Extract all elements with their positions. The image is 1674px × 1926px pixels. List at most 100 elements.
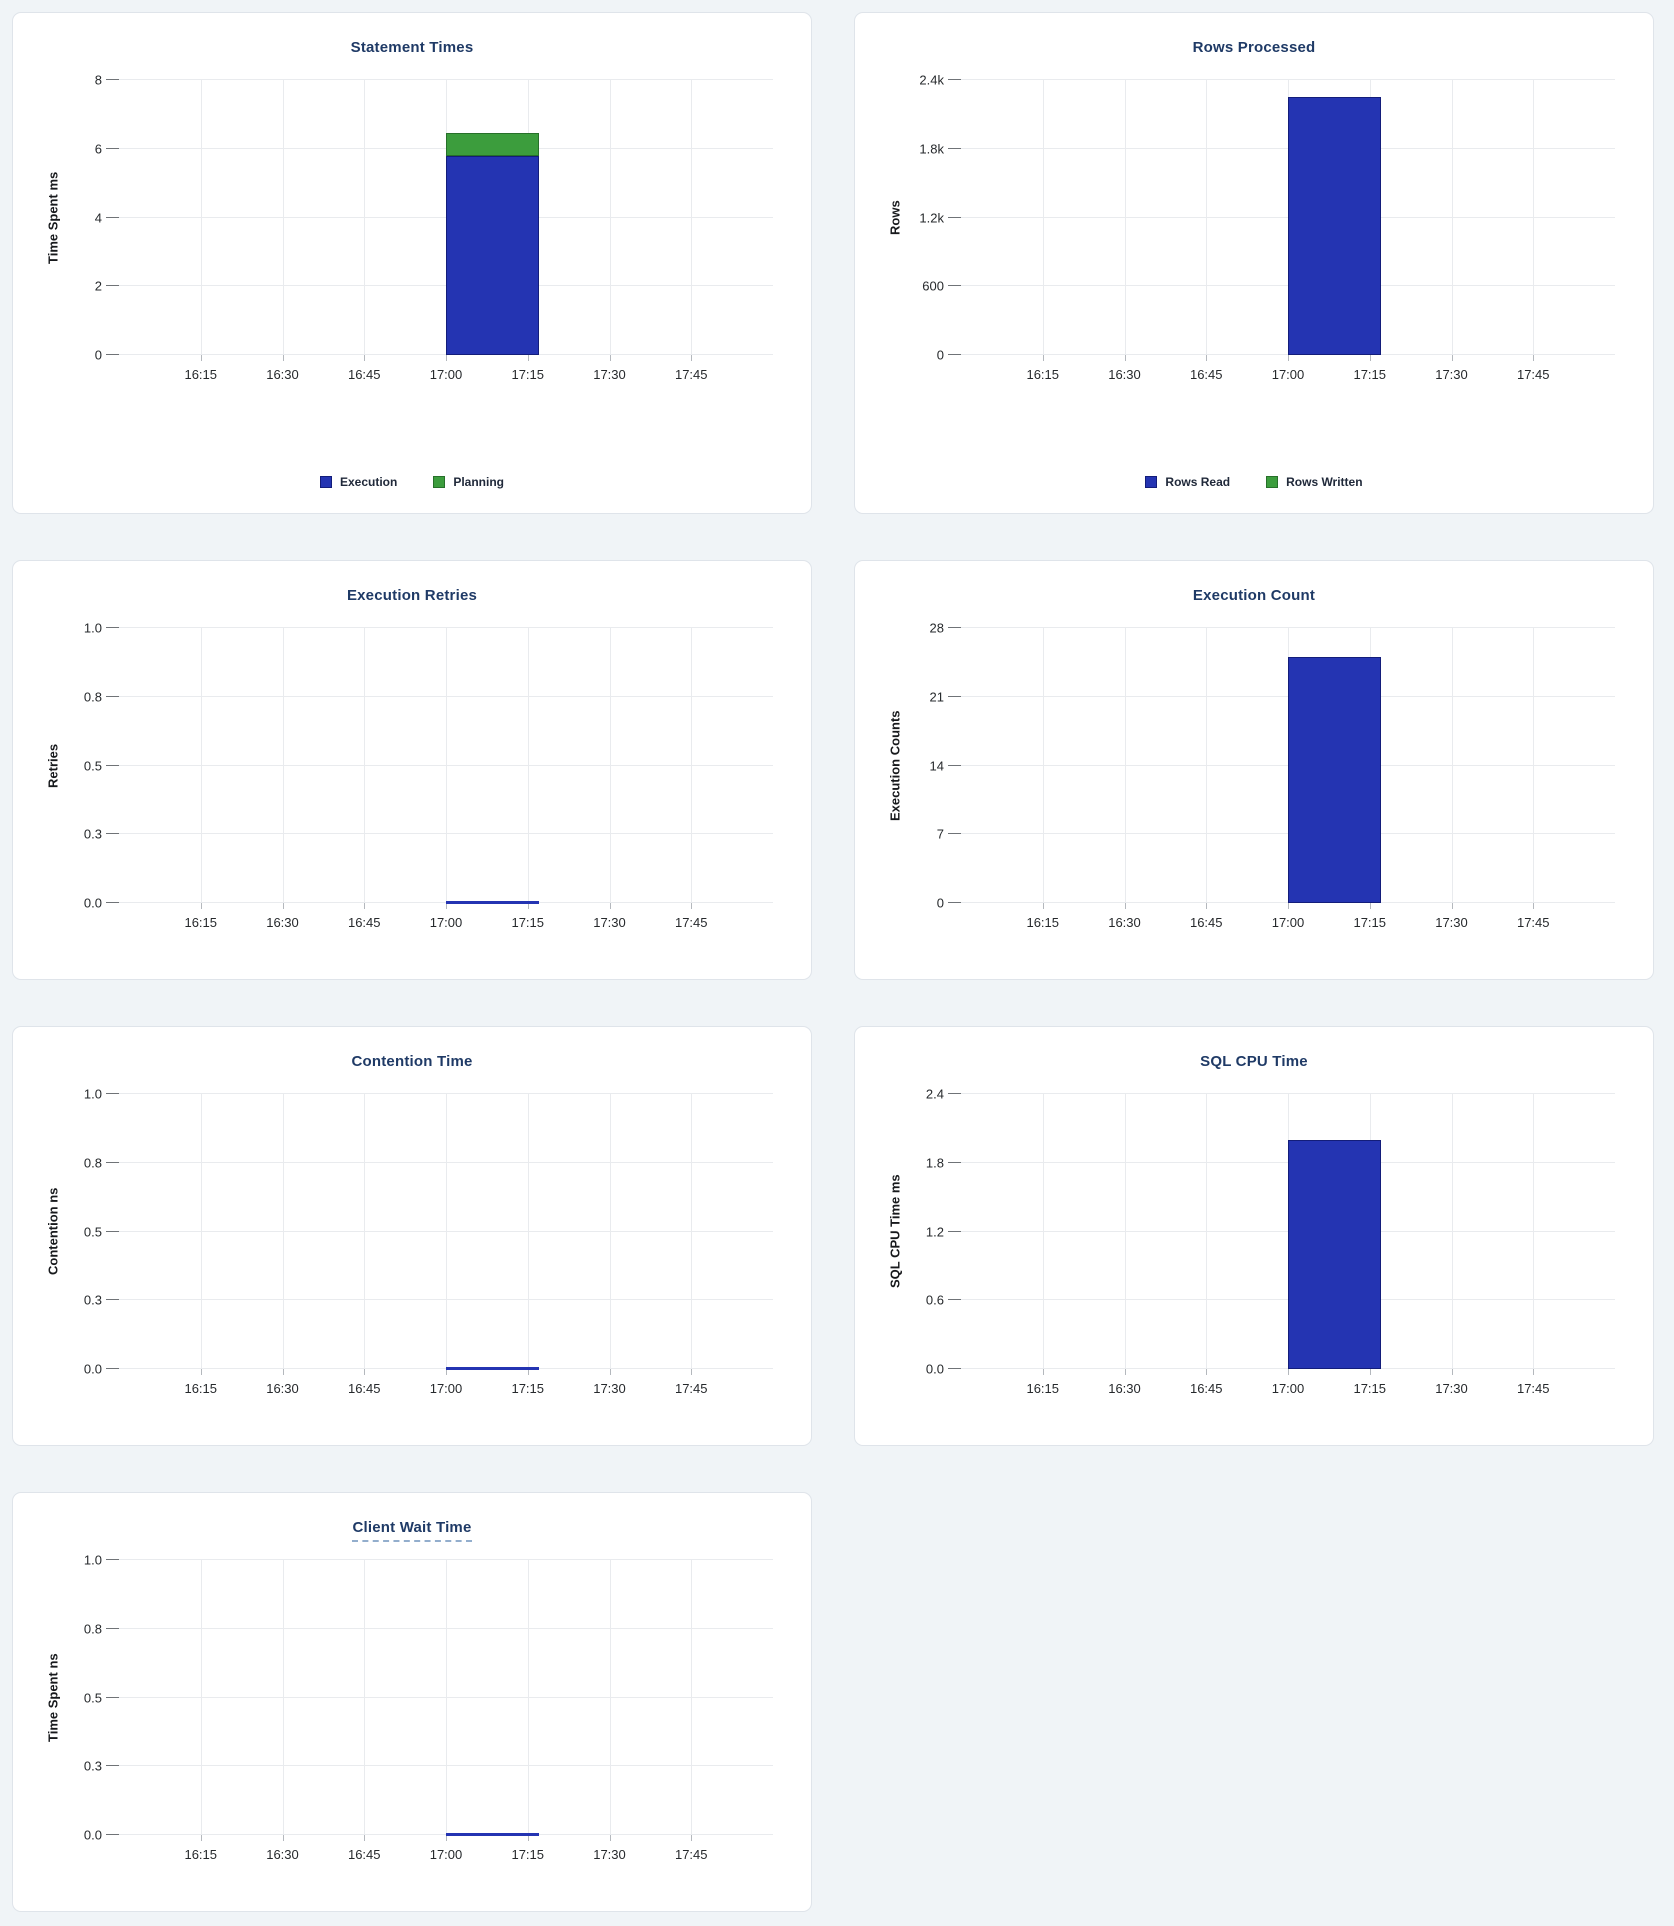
y-tick-label: 0.5 xyxy=(83,1690,102,1705)
x-tick-label: 16:15 xyxy=(1026,367,1060,382)
legend-label: Planning xyxy=(453,475,505,489)
y-tick-label: 0.0 xyxy=(925,1361,944,1377)
plot-area[interactable]: 0.0 0.3 0.5 0.8 1.0 16:15 16:30 16:45 17:00 17:15… xyxy=(84,621,773,930)
v-gridline xyxy=(527,1560,529,1841)
y-tick-label: 6 xyxy=(94,141,102,157)
x-tick-label: 17:15 xyxy=(1353,367,1387,382)
legend-label: Rows Read xyxy=(1165,475,1231,489)
legend-item[interactable]: Planning xyxy=(433,475,504,489)
x-tick-label: 17:15 xyxy=(1353,915,1387,930)
y-tick-label: 2.4 xyxy=(925,1086,944,1102)
v-gridline xyxy=(1042,1094,1044,1375)
x-tick-label: 17:15 xyxy=(511,915,545,930)
y-tick-label: 1.0 xyxy=(83,1086,102,1102)
x-tick-label: 16:15 xyxy=(184,367,218,382)
chart-title-text[interactable]: Client Wait Time xyxy=(352,1519,472,1542)
bar-rows-read[interactable] xyxy=(1288,97,1381,355)
y-tick-label: 0.3 xyxy=(83,826,102,842)
legend-item[interactable]: Rows Read xyxy=(1145,475,1230,489)
x-tick-label: 16:15 xyxy=(1026,915,1060,930)
v-gridline xyxy=(1206,80,1208,361)
legend-swatch xyxy=(1145,476,1158,488)
chart-card: Execution Count Execution Counts 0 7 14 21 2… xyxy=(854,560,1654,980)
v-gridline xyxy=(200,1560,202,1841)
y-axis-label: Time Spent ms xyxy=(45,171,61,264)
v-gridline xyxy=(446,1560,447,1841)
x-tick-label: 16:15 xyxy=(1026,1381,1060,1396)
x-tick-label: 16:30 xyxy=(266,1847,299,1862)
chart-card: SQL CPU Time SQL CPU Time ms 0.0 0.6 1.2 1.… xyxy=(854,1026,1654,1446)
plot-area[interactable]: 0 600 1.2k 1.8k 2.4k 16:15 16:30 16:45 17:00 17:1… xyxy=(919,73,1615,382)
x-tick-label: 17:30 xyxy=(1435,367,1468,382)
y-tick-label: 0.8 xyxy=(83,1621,102,1637)
plot-area[interactable]: 0.0 0.3 0.5 0.8 1.0 16:15 16:30 16:45 17:00 17:15… xyxy=(84,1553,773,1862)
y-tick-label: 0 xyxy=(936,895,944,911)
bar-sql-cpu-time[interactable] xyxy=(1288,1139,1381,1369)
y-tick-label: 4 xyxy=(94,210,102,225)
chart-card: Statement Times Time Spent ms 0 2 4 6 8 16:15… xyxy=(12,12,812,514)
x-tick-label: 17:30 xyxy=(1435,1381,1468,1396)
v-gridline xyxy=(1451,80,1453,361)
v-gridline xyxy=(1124,628,1126,909)
h-gridline xyxy=(948,79,1615,80)
v-gridline xyxy=(282,1560,284,1841)
legend-item[interactable]: Execution xyxy=(319,475,397,489)
y-tick-label: 1.8k xyxy=(919,141,944,157)
bar-execution-count[interactable] xyxy=(1288,657,1381,903)
zero-value-bar[interactable] xyxy=(446,1833,539,1836)
plot-area[interactable]: 0 2 4 6 8 16:15 16:30 16:45 17:00 17:15 17:30 17:45 xyxy=(95,73,773,382)
v-gridline xyxy=(1451,1094,1453,1375)
x-tick-label: 17:45 xyxy=(674,1381,708,1396)
v-gridline xyxy=(1206,1094,1208,1375)
x-tick-label: 17:30 xyxy=(593,1847,626,1862)
x-tick-label: 17:00 xyxy=(429,1381,463,1396)
x-tick-label: 17:00 xyxy=(429,915,463,930)
h-gridline xyxy=(106,1559,773,1560)
v-gridline xyxy=(364,1094,366,1375)
x-tick-label: 17:45 xyxy=(1516,367,1550,382)
x-tick-label: 16:15 xyxy=(184,1847,218,1862)
y-tick-label: 2 xyxy=(94,278,102,294)
x-tick-label: 16:30 xyxy=(1108,915,1141,930)
x-tick-label: 16:45 xyxy=(347,1847,381,1862)
x-tick-label: 17:15 xyxy=(511,1847,545,1862)
v-gridline xyxy=(527,628,529,909)
v-gridline xyxy=(200,1094,202,1375)
chart-title-text: Execution Retries xyxy=(346,587,478,604)
chart-card: Contention Time Contention ns 0.0 0.3 0.5 0… xyxy=(12,1026,812,1446)
v-gridline xyxy=(200,80,202,361)
y-axis-label: SQL CPU Time ms xyxy=(887,1174,903,1289)
y-tick-label: 0.6 xyxy=(925,1292,944,1308)
chart-title: Contention Time xyxy=(13,1053,811,1070)
y-tick-label: 28 xyxy=(929,620,944,636)
h-gridline xyxy=(106,627,773,628)
legend-item[interactable]: Rows Written xyxy=(1266,475,1363,489)
plot-area[interactable]: 0.0 0.6 1.2 1.8 2.4 16:15 16:30 16:45 17:00 17:15… xyxy=(926,1087,1615,1396)
legend-swatch xyxy=(1266,476,1279,488)
zero-value-bar[interactable] xyxy=(446,1367,539,1370)
chart-title: Execution Count xyxy=(855,587,1653,604)
v-gridline xyxy=(1533,1094,1535,1375)
zero-value-bar[interactable] xyxy=(446,901,539,904)
chart-title: Client Wait Time xyxy=(13,1519,811,1542)
y-axis-label: Contention ns xyxy=(45,1187,61,1276)
v-gridline xyxy=(1042,80,1044,361)
x-tick-label: 17:30 xyxy=(593,1381,626,1396)
y-tick-label: 0 xyxy=(94,347,102,363)
x-tick-label: 16:30 xyxy=(266,915,299,930)
x-tick-label: 16:45 xyxy=(347,1381,381,1396)
y-axis-label: Rows xyxy=(887,200,903,235)
legend-swatch xyxy=(433,476,446,488)
legend-swatch xyxy=(319,476,332,488)
x-tick-label: 17:45 xyxy=(674,367,708,382)
plot-area[interactable]: 0.0 0.3 0.5 0.8 1.0 16:15 16:30 16:45 17:00 17:15… xyxy=(84,1087,773,1396)
x-tick-label: 17:45 xyxy=(674,915,708,930)
plot-area[interactable]: 0 7 14 21 28 16:15 16:30 16:45 17:00 17:15 17:30 17… xyxy=(930,621,1615,930)
x-tick-label: 17:30 xyxy=(593,915,626,930)
chart-title-text: Rows Processed xyxy=(1192,39,1316,56)
y-tick-label: 1.0 xyxy=(83,620,102,636)
bar-planning[interactable] xyxy=(446,133,539,156)
y-tick-label: 8 xyxy=(94,72,102,88)
bar-execution[interactable] xyxy=(446,155,539,355)
